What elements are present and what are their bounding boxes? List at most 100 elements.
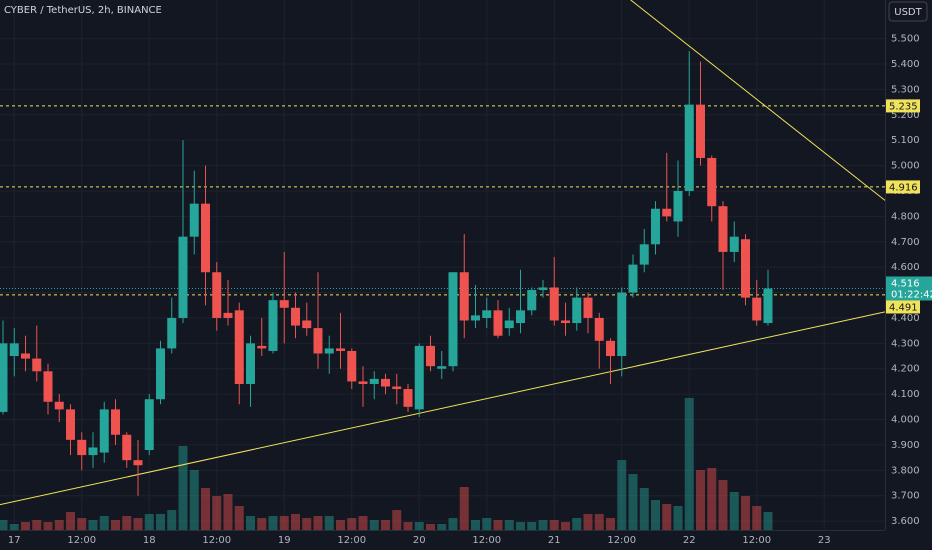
currency-label[interactable]: USDT xyxy=(894,7,922,18)
level-label: 5.235 xyxy=(889,101,918,112)
candle-body xyxy=(504,320,514,329)
candle-body xyxy=(651,208,661,245)
candle-body xyxy=(167,317,177,349)
candle-body xyxy=(403,389,413,407)
volume-bar xyxy=(189,470,199,530)
candle-body xyxy=(662,208,672,217)
volume-bar xyxy=(437,524,447,530)
volume-bar xyxy=(54,520,64,530)
candle-body xyxy=(156,348,166,400)
volume-bar xyxy=(684,398,694,530)
volume-bar xyxy=(201,488,211,530)
y-tick-label: 5.000 xyxy=(891,161,920,172)
candle-body xyxy=(673,190,683,222)
candle-body xyxy=(482,310,492,318)
candle-body xyxy=(77,439,87,456)
volume-bar xyxy=(763,512,773,530)
candle-body xyxy=(549,287,559,321)
volume-bar xyxy=(459,487,469,530)
candle-body xyxy=(32,358,42,372)
candle-body xyxy=(561,320,571,324)
level-box xyxy=(886,180,920,194)
volume-bar xyxy=(561,522,571,530)
candle-body xyxy=(572,297,582,324)
candle-body xyxy=(234,310,244,384)
volume-bar xyxy=(279,516,289,530)
volume-bar xyxy=(77,518,87,530)
candle-body xyxy=(302,320,312,329)
volume-bar xyxy=(167,510,177,530)
volume-bar xyxy=(504,520,514,530)
candle-body xyxy=(459,272,469,321)
x-tick-label: 12:00 xyxy=(472,535,501,546)
volume-bar xyxy=(572,518,582,530)
countdown-label: 01:22:42 xyxy=(891,289,932,300)
level-box xyxy=(886,300,920,314)
candle-body xyxy=(223,312,233,318)
candle-body xyxy=(684,104,694,191)
candle-body xyxy=(133,460,143,466)
y-tick-label: 4.300 xyxy=(891,338,920,349)
volume-bar xyxy=(369,520,379,530)
candle-body xyxy=(392,386,402,390)
candle-body xyxy=(741,239,751,298)
volume-bar xyxy=(336,520,346,530)
volume-bar xyxy=(99,516,109,530)
volume-bar xyxy=(549,520,559,530)
x-tick-label: 12:00 xyxy=(202,535,231,546)
candle-body xyxy=(707,157,717,207)
volume-bar xyxy=(639,488,649,530)
x-tick-label: 17 xyxy=(8,535,21,546)
candle-body xyxy=(66,409,76,440)
volume-bar xyxy=(471,520,481,530)
currency-button[interactable] xyxy=(888,1,928,22)
candle-body xyxy=(347,350,357,382)
y-tick-label: 4.800 xyxy=(891,211,920,222)
volume-bar xyxy=(403,522,413,530)
x-tick-label: 22 xyxy=(683,535,696,546)
candle-body xyxy=(189,203,199,237)
x-tick-label: 12:00 xyxy=(337,535,366,546)
y-tick-label: 5.300 xyxy=(891,84,920,95)
candle-body xyxy=(763,288,773,324)
volume-bar xyxy=(21,522,31,530)
candle-body xyxy=(696,104,706,158)
y-tick-label: 4.700 xyxy=(891,237,920,248)
volume-bar xyxy=(111,520,121,530)
volume-bar xyxy=(606,518,616,530)
candle-body xyxy=(448,272,458,367)
x-tick-label: 12:00 xyxy=(67,535,96,546)
candle-body xyxy=(257,345,267,349)
volume-bar xyxy=(392,510,402,530)
volume-bar xyxy=(538,520,548,530)
y-tick-label: 4.000 xyxy=(891,415,920,426)
volume-bar xyxy=(414,522,424,530)
y-tick-label: 5.500 xyxy=(891,34,920,45)
volume-bar xyxy=(741,496,751,530)
candle-body xyxy=(594,317,604,341)
candle-body xyxy=(527,290,537,311)
y-tick-label: 3.700 xyxy=(891,491,920,502)
candle-body xyxy=(88,447,98,456)
volume-bar xyxy=(594,514,604,530)
volume-bar xyxy=(662,504,672,530)
volume-bar xyxy=(66,512,76,530)
volume-bar xyxy=(122,516,132,530)
volume-bar xyxy=(628,474,638,530)
x-tick-label: 20 xyxy=(413,535,426,546)
y-tick-label: 4.600 xyxy=(891,262,920,273)
candle-body xyxy=(201,203,211,273)
candle-body xyxy=(628,264,638,293)
volume-bar xyxy=(493,520,503,530)
candle-body xyxy=(583,297,593,318)
candle-body xyxy=(279,300,289,308)
volume-bar xyxy=(651,500,661,530)
candle-body xyxy=(212,272,222,318)
x-tick-label: 12:00 xyxy=(742,535,771,546)
volume-bar xyxy=(583,514,593,530)
candle-body xyxy=(516,310,526,324)
volume-bar xyxy=(178,446,188,530)
volume-bar xyxy=(212,496,222,530)
volume-bar xyxy=(527,522,537,530)
volume-bar xyxy=(426,524,436,530)
